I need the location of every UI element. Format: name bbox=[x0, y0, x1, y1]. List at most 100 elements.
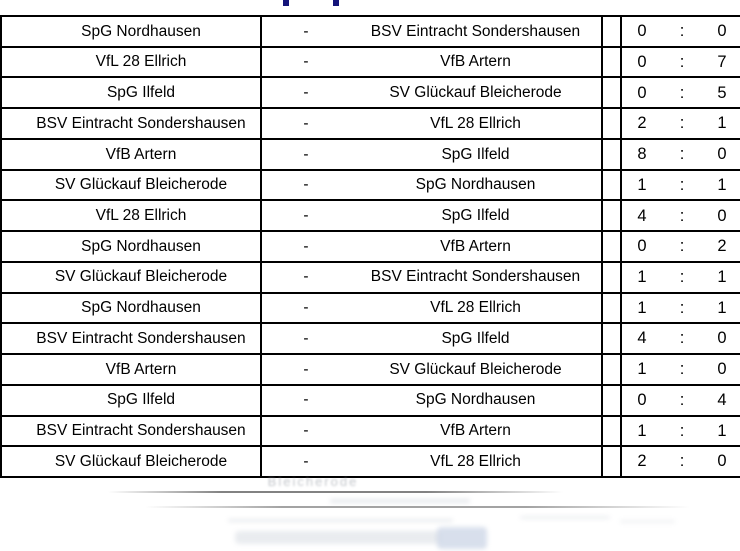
separator-cell: - bbox=[303, 268, 309, 286]
score-colon: : bbox=[679, 267, 685, 286]
home-score: 0 bbox=[637, 237, 647, 256]
match-row: SpG Nordhausen - BSV Eintracht Sondersha… bbox=[0, 17, 740, 48]
match-row: VfL 28 Ellrich - VfB Artern 0 : 7 bbox=[0, 47, 740, 79]
home-team-cell: SpG Nordhausen bbox=[2, 232, 262, 261]
away-team-cell: VfL 28 Ellrich bbox=[350, 447, 603, 476]
spacer-cell bbox=[603, 201, 622, 231]
away-team-cell: SV Glückauf Bleicherode bbox=[350, 78, 603, 108]
away-score: 1 bbox=[717, 175, 727, 194]
away-team-cell: SpG Ilfeld bbox=[350, 139, 603, 169]
separator-cell: - bbox=[303, 84, 309, 102]
match-row: SpG Ilfeld - SV Glückauf Bleicherode 0 :… bbox=[0, 78, 740, 110]
away-team-cell: BSV Eintracht Sondershausen bbox=[350, 262, 603, 292]
score-colon: : bbox=[679, 237, 685, 256]
separator-cell: - bbox=[303, 22, 309, 40]
away-score: 2 bbox=[717, 237, 727, 256]
home-score: 1 bbox=[637, 175, 647, 194]
home-score: 4 bbox=[637, 329, 647, 348]
score-cell: 2 : 1 bbox=[622, 109, 740, 138]
away-score: 1 bbox=[717, 421, 727, 440]
home-team-cell: SV Glückauf Bleicherode bbox=[2, 170, 262, 200]
away-score: 0 bbox=[717, 360, 727, 379]
away-team-cell: VfL 28 Ellrich bbox=[350, 109, 603, 138]
home-score: 1 bbox=[637, 421, 647, 440]
away-team-cell: VfL 28 Ellrich bbox=[350, 293, 603, 323]
score-colon: : bbox=[679, 145, 685, 164]
match-row: VfB Artern - SpG Ilfeld 8 : 0 bbox=[0, 139, 740, 171]
match-row: SV Glückauf Bleicherode - SpG Nordhausen… bbox=[0, 170, 740, 202]
spacer-cell bbox=[603, 324, 622, 354]
home-team-cell: SpG Nordhausen bbox=[2, 293, 262, 323]
away-score: 1 bbox=[717, 114, 727, 133]
separator-cell: - bbox=[303, 237, 309, 255]
spacer-cell bbox=[603, 232, 622, 261]
score-cell: 1 : 1 bbox=[622, 263, 740, 292]
score-colon: : bbox=[679, 206, 685, 225]
score-colon: : bbox=[679, 114, 685, 133]
score-cell: 4 : 0 bbox=[622, 324, 740, 353]
home-team-cell: VfL 28 Ellrich bbox=[2, 47, 262, 77]
separator-cell: - bbox=[303, 360, 309, 378]
ghost-smudge-artifact bbox=[620, 520, 675, 523]
spacer-cell bbox=[603, 47, 622, 77]
match-row: SpG Nordhausen - VfL 28 Ellrich 1 : 1 bbox=[0, 293, 740, 325]
away-team-cell: VfB Artern bbox=[350, 232, 603, 261]
home-score: 4 bbox=[637, 206, 647, 225]
home-score: 0 bbox=[637, 390, 647, 409]
home-team-cell: BSV Eintracht Sondershausen bbox=[2, 416, 262, 446]
score-colon: : bbox=[679, 83, 685, 102]
spacer-cell bbox=[603, 447, 622, 476]
match-row: VfB Artern - SV Glückauf Bleicherode 1 :… bbox=[0, 355, 740, 386]
away-score: 1 bbox=[717, 267, 727, 286]
home-score: 1 bbox=[637, 298, 647, 317]
score-cell: 1 : 1 bbox=[622, 417, 740, 446]
score-cell: 2 : 0 bbox=[622, 447, 740, 476]
spacer-cell bbox=[603, 293, 622, 323]
separator-cell: - bbox=[303, 422, 309, 440]
home-score: 0 bbox=[637, 83, 647, 102]
spacer-cell bbox=[603, 139, 622, 169]
score-colon: : bbox=[679, 298, 685, 317]
home-score: 1 bbox=[637, 267, 647, 286]
score-cell: 8 : 0 bbox=[622, 140, 740, 169]
score-cell: 0 : 5 bbox=[622, 78, 740, 107]
spacer-cell bbox=[603, 355, 622, 384]
home-score: 1 bbox=[637, 360, 647, 379]
score-cell: 0 : 7 bbox=[622, 48, 740, 77]
home-team-cell: BSV Eintracht Sondershausen bbox=[2, 109, 262, 138]
ghost-smudge-artifact bbox=[437, 527, 487, 549]
score-cell: 1 : 1 bbox=[622, 294, 740, 323]
separator-cell: - bbox=[303, 176, 309, 194]
match-row: SV Glückauf Bleicherode - VfL 28 Ellrich… bbox=[0, 447, 740, 478]
home-score: 0 bbox=[637, 22, 647, 41]
score-colon: : bbox=[679, 421, 685, 440]
home-team-cell: SV Glückauf Bleicherode bbox=[2, 262, 262, 292]
separator-cell: - bbox=[303, 299, 309, 317]
away-score: 5 bbox=[717, 83, 727, 102]
match-row: SpG Ilfeld - SpG Nordhausen 0 : 4 bbox=[0, 385, 740, 417]
home-team-cell: SpG Nordhausen bbox=[2, 17, 262, 46]
away-score: 0 bbox=[717, 452, 727, 471]
ghost-smudge-artifact bbox=[228, 519, 453, 522]
score-cell: 4 : 0 bbox=[622, 201, 740, 230]
ghost-line-artifact bbox=[145, 506, 690, 508]
score-cell: 0 : 4 bbox=[622, 386, 740, 415]
match-row: VfL 28 Ellrich - SpG Ilfeld 4 : 0 bbox=[0, 201, 740, 233]
away-score: 0 bbox=[717, 329, 727, 348]
separator-cell: - bbox=[303, 452, 309, 470]
title-descender-artifact bbox=[333, 0, 339, 6]
ghost-smudge-artifact bbox=[520, 516, 610, 519]
score-cell: 1 : 1 bbox=[622, 171, 740, 200]
score-colon: : bbox=[679, 360, 685, 379]
score-cell: 0 : 0 bbox=[622, 17, 740, 46]
match-results-table: SpG Nordhausen - BSV Eintracht Sondersha… bbox=[0, 15, 740, 478]
away-team-cell: SpG Nordhausen bbox=[350, 170, 603, 200]
match-row: BSV Eintracht Sondershausen - VfL 28 Ell… bbox=[0, 109, 740, 140]
away-team-cell: SpG Ilfeld bbox=[350, 201, 603, 231]
title-descender-artifact bbox=[283, 0, 289, 6]
home-team-cell: SpG Ilfeld bbox=[2, 385, 262, 415]
score-colon: : bbox=[679, 452, 685, 471]
away-score: 0 bbox=[717, 145, 727, 164]
separator-cell: - bbox=[303, 329, 309, 347]
